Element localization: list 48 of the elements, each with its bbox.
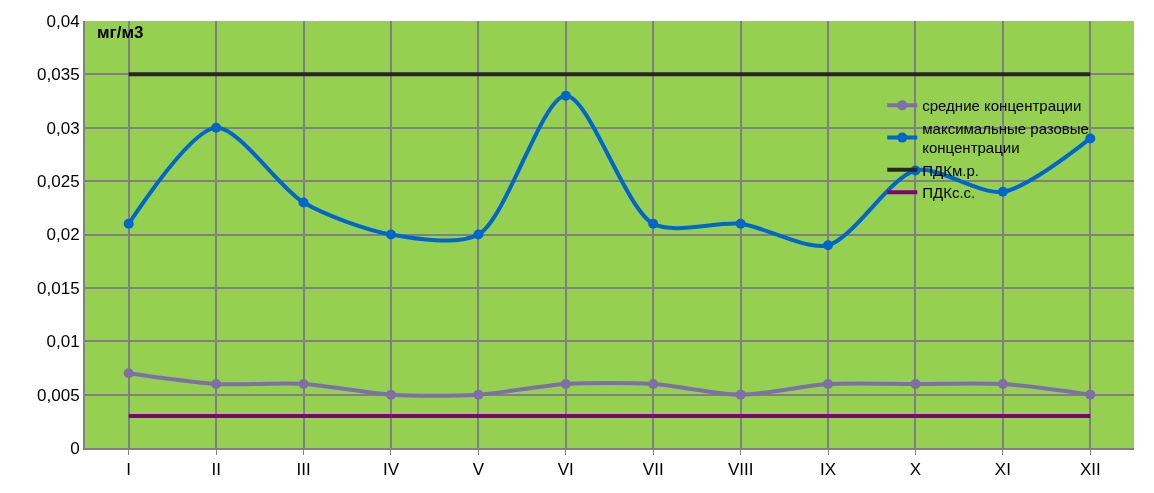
point — [385, 389, 396, 400]
y-tick-label: 0,025 — [37, 172, 80, 192]
x-tick-label: V — [472, 460, 485, 480]
y-tick-label: 0,03 — [46, 118, 80, 138]
point — [211, 122, 222, 133]
y-tick-label: 0,015 — [37, 278, 80, 298]
point — [997, 186, 1008, 197]
x-tick-label: III — [296, 460, 311, 480]
point — [123, 368, 134, 379]
x-tick-label: X — [909, 460, 922, 480]
point — [298, 378, 309, 389]
point — [473, 229, 484, 240]
point — [823, 378, 834, 389]
point — [823, 240, 834, 251]
point — [298, 197, 309, 208]
x-tick-label: II — [211, 460, 221, 480]
point — [211, 378, 222, 389]
point — [123, 218, 134, 229]
point — [1085, 389, 1096, 400]
x-tick-label: IX — [820, 460, 837, 480]
point — [473, 389, 484, 400]
point — [560, 378, 571, 389]
point — [648, 378, 659, 389]
point — [735, 389, 746, 400]
x-tick-label: IV — [382, 460, 400, 480]
x-tick-label: VI — [557, 460, 574, 480]
y-tick-label: 0,02 — [46, 225, 80, 245]
legend-label: ПДКс.с. — [922, 184, 976, 202]
x-tick-label: I — [126, 460, 132, 480]
y-tick-label: 0,005 — [37, 385, 80, 405]
x-tick-label: VIII — [727, 460, 754, 480]
point — [735, 218, 746, 229]
point — [910, 378, 921, 389]
point — [385, 229, 396, 240]
x-tick-label: XII — [1079, 460, 1101, 480]
point — [997, 378, 1008, 389]
y-tick-label: 0 — [70, 438, 80, 458]
legend-label: ПДКм.р. — [922, 161, 979, 179]
y-axis-title: мг/м3 — [97, 23, 144, 42]
y-tick-label: 0,04 — [46, 11, 80, 31]
point — [560, 90, 571, 101]
legend-label: средние концентрации — [922, 97, 1082, 115]
x-tick-label: VII — [642, 460, 664, 480]
x-tick-label: XI — [994, 460, 1011, 480]
y-tick-label: 0,035 — [37, 65, 80, 85]
legend-label: максимальные разовые концентрации — [922, 119, 1089, 157]
point — [648, 218, 659, 229]
y-tick-label: 0,01 — [46, 332, 80, 352]
